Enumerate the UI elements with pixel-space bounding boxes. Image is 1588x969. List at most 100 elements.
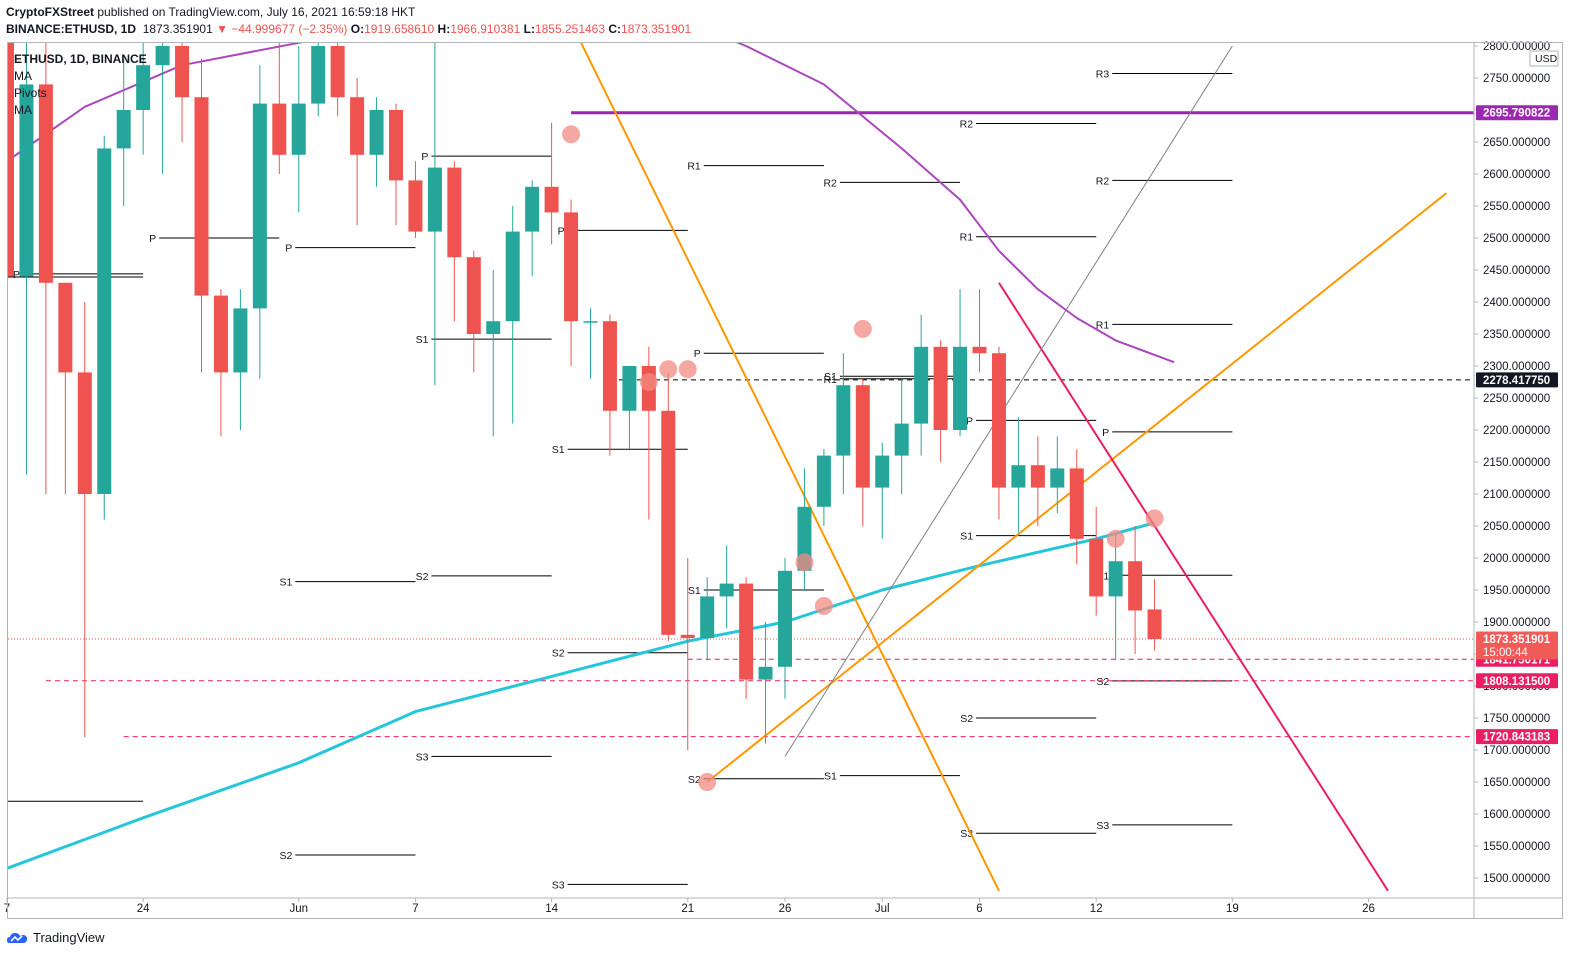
pivot-label: P: [558, 225, 565, 237]
footer-brand-label: TradingView: [33, 930, 105, 945]
pivot-marker: [698, 773, 717, 791]
candle-down: [1128, 561, 1143, 611]
price-tick-label: 2200.000000: [1483, 425, 1550, 437]
pivot-label: P: [694, 348, 701, 360]
candle-up: [311, 46, 326, 104]
pivot-label: S2: [279, 850, 292, 862]
time-tick-label: 6: [976, 903, 982, 915]
gray-channel-line: [784, 45, 1233, 757]
candle-down: [661, 410, 676, 635]
time-tick-label: 7: [412, 903, 418, 915]
legend-title[interactable]: ETHUSD, 1D, BINANCE: [14, 52, 147, 66]
candle-up: [136, 65, 151, 110]
candle-up: [1108, 561, 1123, 597]
price-axis: 1500.000000 1550.000000 1600.000000 1650.00…: [1474, 41, 1559, 885]
price-change: ▼ −44.999677 (−2.35%): [216, 22, 348, 36]
candle-up: [778, 570, 792, 667]
candle-up: [758, 666, 773, 680]
footer-brand[interactable]: TradingView: [6, 930, 105, 945]
pivot-marker: [1145, 509, 1164, 528]
price-tick-label: 2500.000000: [1483, 233, 1550, 245]
candle-up: [875, 455, 890, 488]
last-price-countdown: 15:00:44: [1483, 647, 1528, 659]
candle-down: [1147, 609, 1162, 640]
quote-line: BINANCE:ETHUSD, 1D 1873.351901 ▼ −44.999…: [6, 21, 1406, 38]
price-tick-label: 2600.000000: [1483, 169, 1550, 181]
pivot-label: S1: [960, 531, 973, 543]
price-tick-label: 1750.000000: [1483, 713, 1550, 725]
chart-legend: ETHUSD, 1D, BINANCE MA Pivots MA: [14, 51, 147, 119]
legend-ma-slow[interactable]: MA: [14, 103, 32, 117]
candle-down: [972, 346, 987, 354]
low-value: 1855.251463: [534, 22, 606, 36]
price-tick-label: 1950.000000: [1483, 585, 1550, 597]
pivot-label: S1: [279, 577, 292, 589]
price-tick-label: 2550.000000: [1483, 201, 1550, 213]
pivot-label: P: [149, 233, 156, 245]
candle-down: [58, 282, 73, 373]
price-tick-label: 2800.000000: [1483, 41, 1550, 53]
level-2278-tag-label: 2278.417750: [1483, 375, 1550, 387]
candle-down: [350, 97, 365, 155]
candle-up: [894, 423, 909, 456]
pivot-label: S3: [1096, 820, 1109, 832]
pivot-marker: [1106, 529, 1125, 548]
time-tick-label: 24: [137, 903, 150, 915]
legend-pivots[interactable]: Pivots: [14, 86, 47, 100]
pivot-label: S2: [1096, 676, 1109, 688]
publish-info: published on TradingView.com, July 16, 2…: [97, 5, 416, 19]
pivot-label: R2: [823, 177, 837, 189]
candle-down: [8, 43, 14, 277]
price-tick-label: 2750.000000: [1483, 73, 1550, 85]
candle-up: [369, 110, 384, 155]
candle-down: [933, 346, 948, 430]
close-value: 1873.351901: [621, 22, 692, 36]
symbol-timeframe: BINANCE:ETHUSD, 1D: [6, 22, 137, 36]
plot-area: PPPPPPPPS1S1S1S1S1S1S1S1S2S2S2S2S2S2S3S3…: [8, 43, 1474, 891]
time-tick-label: 21: [681, 903, 694, 915]
level-1720-tag-label: 1720.843183: [1483, 732, 1550, 744]
pivot-marker: [853, 319, 872, 338]
price-tick-label: 2350.000000: [1483, 329, 1550, 341]
candles: [8, 43, 1162, 750]
low-label: L:: [523, 22, 535, 36]
candle-down: [1069, 468, 1084, 539]
last-price: 1873.351901: [142, 22, 213, 36]
candle-down: [77, 372, 92, 494]
legend-ma-fast[interactable]: MA: [14, 69, 32, 83]
pivot-marker: [814, 597, 833, 615]
candle-down: [330, 46, 345, 98]
pivot-label: P: [1102, 427, 1109, 439]
last-price-tag-label: 1873.351901: [1483, 634, 1551, 646]
chart-frame: [7, 42, 1563, 919]
high-value: 1966.910381: [450, 22, 521, 36]
candle-down: [194, 97, 209, 296]
price-tick-label: 1900.000000: [1483, 617, 1550, 629]
price-tick-label: 2100.000000: [1483, 489, 1550, 501]
candle-up: [233, 308, 248, 373]
pivot-label: S2: [960, 713, 973, 725]
pivot-label: R2: [960, 118, 974, 130]
high-label: H:: [437, 22, 451, 36]
candle-up: [816, 455, 831, 507]
candle-down: [855, 385, 870, 488]
candle-up: [914, 346, 929, 424]
pivot-label: S2: [688, 774, 701, 786]
tradingview-logo-icon: [7, 932, 27, 943]
pivot-marker: [678, 360, 697, 379]
publisher-name[interactable]: CryptoFXStreet: [6, 5, 95, 19]
pivot-label: P: [13, 269, 20, 281]
pivot-label: S3: [416, 751, 429, 763]
pivot-label: S2: [552, 648, 565, 660]
publish-line: CryptoFXStreet published on TradingView.…: [6, 4, 1406, 21]
level-1808-tag-label: 1808.131500: [1483, 676, 1550, 688]
price-tick-label: 2000.000000: [1483, 553, 1550, 565]
pivot-label: R1: [687, 161, 701, 173]
candle-up: [700, 596, 715, 638]
time-tick-label: 26: [1362, 903, 1375, 915]
pivot-label: R2: [1096, 175, 1110, 187]
candle-down: [1089, 538, 1104, 597]
time-tick-label: 12: [1090, 903, 1103, 915]
pivot-marker: [659, 360, 678, 379]
